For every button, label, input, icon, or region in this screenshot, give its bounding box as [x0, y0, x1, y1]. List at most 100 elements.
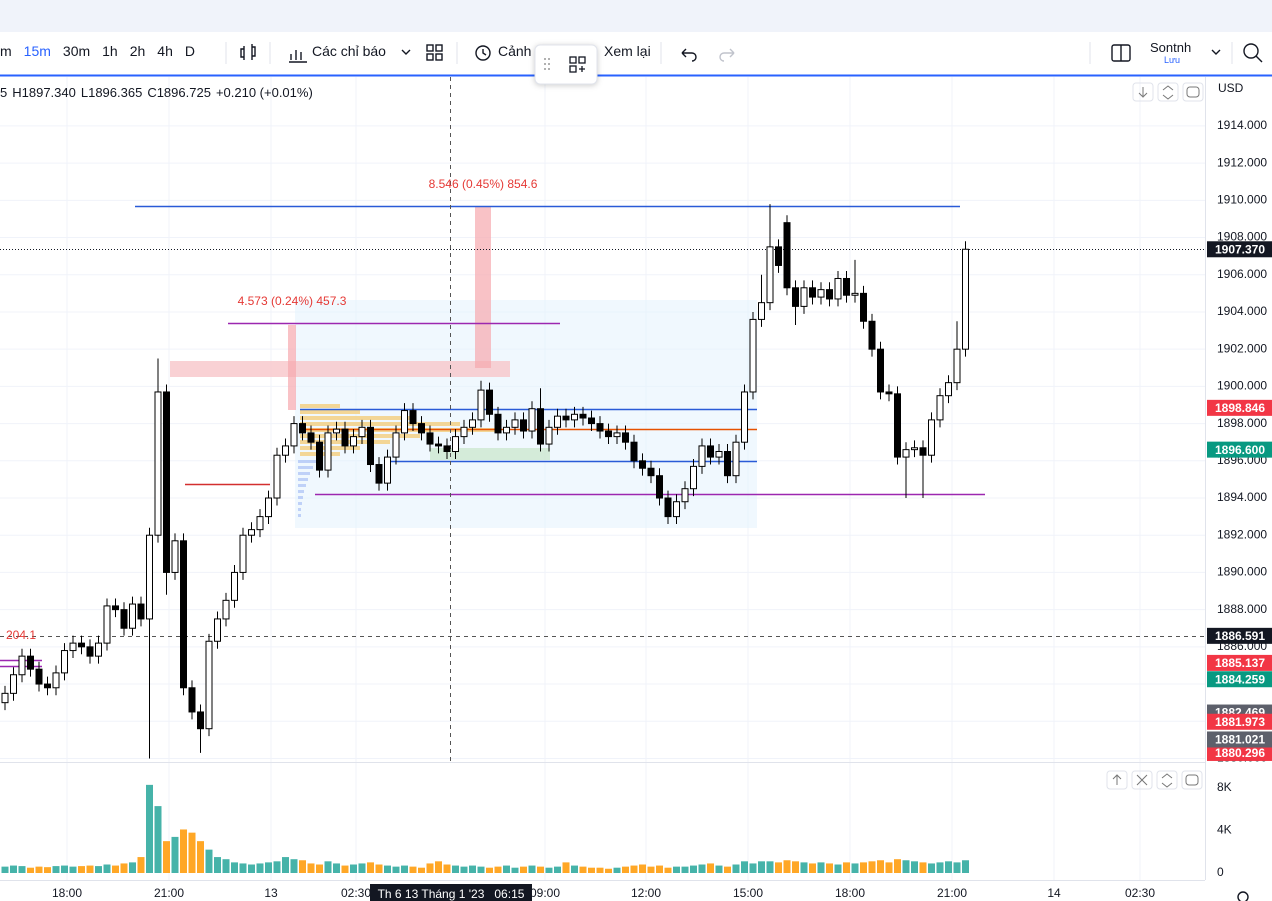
volume-bar [894, 859, 901, 873]
volume-bar [78, 866, 85, 873]
volume-bar [698, 864, 706, 873]
candle-body [953, 348, 961, 384]
candle-body [95, 642, 102, 657]
floating-panel[interactable] [534, 44, 598, 85]
candle-body [639, 460, 646, 469]
measure-box [475, 207, 491, 368]
volume-bar [715, 865, 723, 873]
volume-bar [843, 862, 850, 873]
volume-bar [129, 862, 136, 873]
volume-bar [282, 857, 289, 873]
volume-bar [707, 863, 714, 873]
volume-bar [375, 864, 383, 873]
x-tick-label: 21:00 [937, 886, 967, 900]
volume-bar [273, 861, 281, 873]
volume-bar [596, 867, 604, 873]
volume-bar [766, 861, 774, 873]
candle-body [78, 642, 85, 648]
price-badge-label: 1907.370 [1215, 242, 1265, 256]
candle-body [163, 391, 170, 573]
interval-button[interactable]: 30m [62, 43, 91, 59]
candle-body [613, 432, 621, 438]
candle-body [826, 289, 833, 300]
volume-bar [503, 865, 510, 873]
volume-tick-label: 8K [1217, 780, 1232, 794]
interval-button[interactable]: D [184, 43, 195, 59]
price-badge [1207, 399, 1272, 416]
candle-body [885, 391, 893, 395]
x-tick-label: 21:00 [154, 886, 184, 900]
volume-bar [673, 866, 680, 873]
interval-button[interactable]: 15m [23, 43, 51, 59]
candle-body [61, 650, 68, 674]
y-tick-label: 1906.000 [1217, 267, 1267, 281]
candle-body [248, 529, 255, 536]
volume-bar [205, 849, 213, 873]
interval-button[interactable]: m [0, 43, 12, 59]
alert-button[interactable]: Cảnh [498, 43, 532, 59]
price-badge-label: 1881.021 [1215, 733, 1265, 747]
user-name[interactable]: Sontnh [1150, 40, 1192, 55]
interval-button[interactable]: 4h [157, 43, 173, 59]
price-badge-label: 1884.259 [1215, 672, 1265, 686]
volume-bar [928, 863, 935, 873]
candle-body [375, 464, 383, 484]
pane-buttons[interactable] [1106, 82, 1204, 790]
volume-bar [307, 863, 315, 873]
candle-body [588, 417, 595, 425]
price-badge [1207, 441, 1272, 458]
crosshair-time-bg [370, 884, 532, 901]
volume-bar [817, 862, 825, 873]
candle-body [664, 497, 672, 518]
volume-bar [826, 863, 833, 873]
y-tick-label: 1908.000 [1217, 230, 1267, 244]
volume-bar [350, 864, 357, 873]
candle-body [188, 687, 196, 713]
volume-bar [44, 867, 51, 873]
candle-body [69, 642, 77, 652]
candle-body [1, 692, 9, 704]
candle-body [834, 277, 842, 300]
candle-body [460, 426, 468, 438]
currency[interactable]: USD [1218, 81, 1244, 95]
volume-bar [588, 867, 595, 873]
candle-body [860, 292, 867, 322]
candle-body [265, 497, 272, 518]
volume-bar [860, 862, 867, 873]
volume-bar [418, 867, 425, 873]
candle-body [707, 445, 714, 458]
volume-bar [528, 865, 536, 873]
candle-body [171, 540, 179, 573]
volume-bar [69, 866, 77, 873]
toolbar-icons[interactable] [240, 43, 1263, 901]
volume-bar [188, 832, 196, 873]
candle-body [282, 445, 289, 456]
volume-profile-lower [298, 460, 318, 517]
interval-button[interactable]: 1h [102, 43, 118, 59]
volume-bar [10, 865, 17, 873]
x-tick-label: 13 [264, 886, 278, 900]
volume-bar [877, 860, 884, 873]
price-badge [1207, 744, 1272, 761]
volume-bar [537, 866, 544, 873]
volume-bar [792, 861, 799, 873]
candle-body [52, 672, 60, 689]
interval-button[interactable]: 2h [129, 43, 146, 59]
volume-bar [401, 865, 408, 873]
replay-button[interactable]: Xem lại [604, 43, 651, 59]
price-badge [1207, 627, 1272, 644]
indicators-button[interactable]: Các chỉ báo [312, 43, 386, 59]
candle-body [239, 534, 247, 573]
x-tick-label: 15:00 [733, 886, 763, 900]
y-tick-label: 1892.000 [1217, 527, 1267, 541]
candle-body [792, 287, 799, 307]
volume-bar [1, 866, 9, 873]
y-tick-label: 1900.000 [1217, 379, 1267, 393]
candle-body [945, 382, 952, 397]
volume-bar [146, 784, 153, 873]
volume-bar [775, 862, 782, 873]
candle-body [112, 605, 119, 611]
candle-body [452, 436, 459, 452]
candle-body [511, 419, 519, 428]
